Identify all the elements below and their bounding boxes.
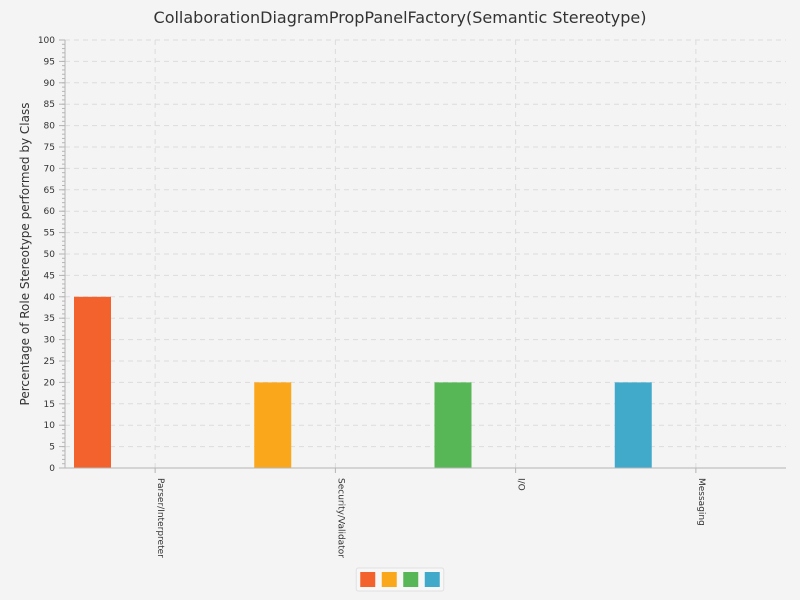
y-tick-label: 25: [44, 357, 55, 367]
y-tick-label: 90: [44, 79, 56, 89]
legend-swatch: [360, 572, 376, 587]
y-tick-label: 70: [44, 164, 56, 174]
y-axis: 0 5 10 15 20 25 30 35 40 45 50 55 60 65 70 75 80 85 90 95 10…: [38, 36, 66, 474]
bar-i-o: [434, 382, 472, 468]
y-tick-label: 30: [44, 336, 56, 346]
y-tick-label: 95: [44, 57, 55, 67]
y-tick-label: 55: [44, 229, 55, 239]
bar-messaging: [614, 382, 652, 468]
y-tick-label: 15: [44, 400, 55, 410]
y-tick-label: 20: [44, 378, 56, 388]
x-tick-label: Parser/Interpreter: [155, 478, 165, 558]
y-tick-label: 80: [44, 122, 56, 132]
y-tick-label: 40: [44, 293, 56, 303]
y-tick-label: 10: [44, 421, 56, 431]
chart-title: CollaborationDiagramPropPanelFactory(Sem…: [154, 8, 647, 27]
y-tick-label: 35: [44, 314, 55, 324]
bar-security-validator: [254, 382, 292, 468]
y-tick-label: 45: [44, 271, 55, 281]
legend-box: [355, 567, 445, 592]
y-tick-label: 0: [49, 464, 55, 474]
y-tick-label: 5: [49, 443, 55, 453]
y-axis-label: Percentage of Role Stereotype performed …: [18, 103, 32, 406]
legend-swatch: [403, 572, 419, 587]
bars: [74, 296, 652, 468]
y-tick-label: 50: [44, 250, 56, 260]
x-tick-label: Messaging: [696, 478, 706, 526]
x-tick-label: I/O: [516, 478, 526, 491]
x-axis: Parser/Interpreter Security/Validator I/O M…: [65, 467, 786, 558]
legend-swatch: [381, 572, 397, 587]
bar-parser-interpreter: [74, 296, 111, 468]
gridlines: [65, 39, 786, 468]
legend-swatch: [424, 572, 440, 587]
y-tick-label: 75: [44, 143, 55, 153]
y-tick-label: 65: [44, 186, 55, 196]
x-tick-label: Security/Validator: [335, 478, 345, 558]
legend: [355, 567, 445, 592]
y-tick-label: 100: [38, 36, 55, 46]
y-tick-label: 85: [44, 100, 55, 110]
y-tick-label: 60: [44, 207, 56, 217]
